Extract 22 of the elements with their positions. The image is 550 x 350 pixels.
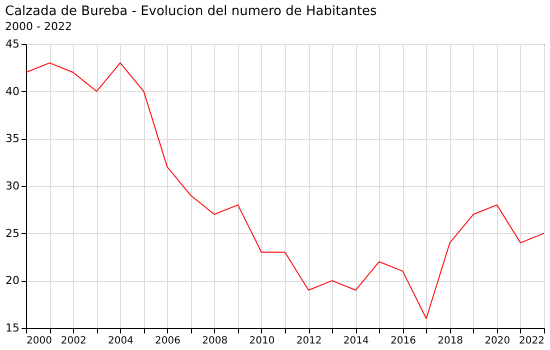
x-tick-label: 2006 xyxy=(155,336,180,346)
x-tick-label: 2022 xyxy=(519,336,544,346)
line-series xyxy=(26,62,544,320)
chart-subtitle: 2000 - 2022 xyxy=(5,20,72,33)
y-tick-label: 45 xyxy=(6,38,20,50)
x-tick-label: 2020 xyxy=(484,336,510,346)
y-tick-label: 25 xyxy=(6,226,20,240)
y-tick-label: 20 xyxy=(6,274,20,288)
y-tick-label: 30 xyxy=(6,180,20,192)
y-tick-label: 40 xyxy=(6,84,20,98)
x-tick-label: 2004 xyxy=(108,336,134,346)
chart-title: Calzada de Bureba - Evolucion del numero de Habitantes xyxy=(5,4,378,19)
x-tick-label: 2000 xyxy=(26,336,52,346)
y-tick-label: 35 xyxy=(6,132,20,146)
x-tick-label: 2010 xyxy=(249,336,275,346)
x-tick-label: 2014 xyxy=(343,336,369,346)
x-tick-label: 2008 xyxy=(202,336,228,346)
x-tick-label: 2002 xyxy=(60,336,86,346)
y-tick-label: 15 xyxy=(6,322,20,334)
x-tick-label: 2012 xyxy=(296,336,322,346)
x-tick-label: 2016 xyxy=(390,336,416,346)
x-tick-label: 2018 xyxy=(438,336,464,346)
